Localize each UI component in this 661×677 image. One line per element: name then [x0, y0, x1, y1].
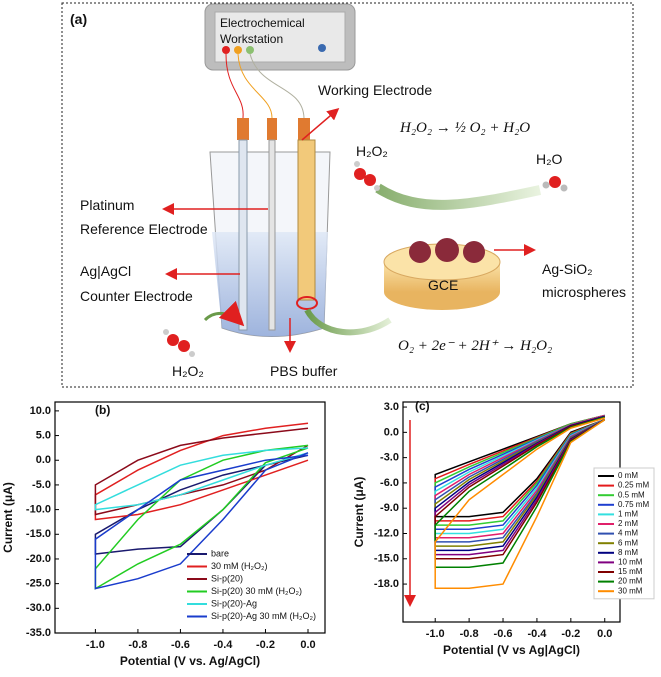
- y-tick-label: -30.0: [26, 602, 51, 614]
- equation: O₂ + 2e⁻ + 2H⁺ → H₂O₂: [398, 338, 552, 354]
- label: Ag-SiO₂: [542, 261, 593, 277]
- x-tick-label: 0.0: [300, 639, 315, 651]
- y-tick-label: -6.0: [380, 477, 399, 489]
- legend-label: 0.75 mM: [618, 500, 649, 509]
- x-axis-label: Potential (V vs Ag|AgCl): [443, 643, 580, 657]
- label: Ag|AgCl: [80, 263, 131, 279]
- x-tick-label: -0.6: [171, 639, 190, 651]
- legend-box: [593, 467, 655, 600]
- legend-label: 30 mM (H₂O₂): [211, 561, 268, 571]
- legend-label: 15 mM: [618, 567, 643, 576]
- y-tick-label: -5.0: [32, 479, 51, 491]
- y-tick-label: -9.0: [380, 502, 399, 514]
- y-tick-label: -20.0: [26, 553, 51, 565]
- series-line: [94, 427, 309, 516]
- workstation-label: Electrochemical: [220, 16, 305, 30]
- series-line: [434, 417, 606, 590]
- molecule-label: H₂O₂: [356, 143, 388, 159]
- x-tick-label: -0.4: [213, 639, 233, 651]
- legend-label: 6 mM: [618, 538, 638, 547]
- y-tick-label: -35.0: [26, 627, 51, 639]
- legend-label: 30 mM: [618, 586, 643, 595]
- x-tick-label: -0.2: [561, 628, 580, 640]
- y-tick-label: -15.0: [374, 553, 399, 565]
- label: Reference Electrode: [80, 221, 208, 237]
- y-axis-label: Current (μA): [352, 477, 366, 548]
- legend-label: 2 mM: [618, 519, 638, 528]
- series-line: [94, 447, 309, 511]
- x-tick-label: -1.0: [86, 639, 105, 651]
- x-tick-label: -0.8: [460, 628, 479, 640]
- label: Counter Electrode: [80, 288, 193, 304]
- workstation-label: Workstation: [220, 32, 283, 46]
- y-tick-label: -3.0: [380, 452, 399, 464]
- panel-label: (b): [95, 403, 110, 417]
- legend-label: bare: [211, 548, 229, 558]
- label: Platinum: [80, 197, 134, 213]
- x-axis-label: Potential (V vs. Ag/AgCl): [120, 654, 260, 668]
- y-axis-label: Current (μA): [1, 482, 15, 553]
- legend-label: 10 mM: [618, 558, 643, 567]
- y-tick-label: -18.0: [374, 578, 399, 590]
- x-tick-label: -0.8: [128, 639, 147, 651]
- y-tick-label: 5.0: [36, 429, 51, 441]
- y-tick-label: -10.0: [26, 504, 51, 516]
- legend-label: 1 mM: [618, 510, 638, 519]
- panel-label: (c): [415, 399, 430, 413]
- legend-label: 20 mM: [618, 577, 643, 586]
- y-tick-label: -12.0: [374, 527, 399, 539]
- x-tick-label: -0.6: [494, 628, 513, 640]
- y-tick-label: -25.0: [26, 578, 51, 590]
- panel-label: (a): [70, 11, 87, 27]
- y-tick-label: 0.0: [36, 454, 51, 466]
- legend-label: Si-p(20): [211, 573, 243, 583]
- y-tick-label: -15.0: [26, 528, 51, 540]
- legend-label: 0.25 mM: [618, 481, 649, 490]
- label: microspheres: [542, 284, 626, 300]
- legend-label: 4 mM: [618, 529, 638, 538]
- x-tick-label: -0.2: [256, 639, 275, 651]
- y-tick-label: 3.0: [384, 401, 399, 413]
- legend-label: Si-p(20) 30 mM (H₂O₂): [211, 586, 302, 596]
- x-tick-label: -0.4: [527, 628, 547, 640]
- legend-label: Si-p(20)-Ag 30 mM (H₂O₂): [211, 611, 316, 621]
- molecule-label: H₂O: [536, 151, 563, 167]
- equation: H₂O₂ → ½ O₂ + H₂O: [399, 120, 530, 136]
- legend-label: Si-p(20)-Ag: [211, 598, 257, 608]
- label: GCE: [428, 277, 458, 293]
- x-tick-label: -1.0: [426, 628, 445, 640]
- panel-a: (a) Electrochemical Workstation Working …: [61, 2, 634, 388]
- x-tick-label: 0.0: [597, 628, 612, 640]
- label: Working Electrode: [318, 82, 432, 98]
- legend-label: 8 mM: [618, 548, 638, 557]
- legend-label: 0 mM: [618, 471, 638, 480]
- series-line: [94, 452, 309, 590]
- plot-frame: [54, 401, 326, 634]
- y-tick-label: 0.0: [384, 426, 399, 438]
- charts: 10.0 5.0 0.0 -5.0 -10.0 -15.0 -20.0 -25.0 -30.0 -…: [1, 399, 655, 668]
- series-line: [94, 422, 309, 521]
- label: PBS buffer: [270, 363, 338, 379]
- panel-frame: [61, 2, 634, 388]
- legend-label: 0.5 mM: [618, 490, 645, 499]
- molecule-label: H₂O₂: [172, 363, 204, 379]
- y-tick-label: 10.0: [30, 405, 51, 417]
